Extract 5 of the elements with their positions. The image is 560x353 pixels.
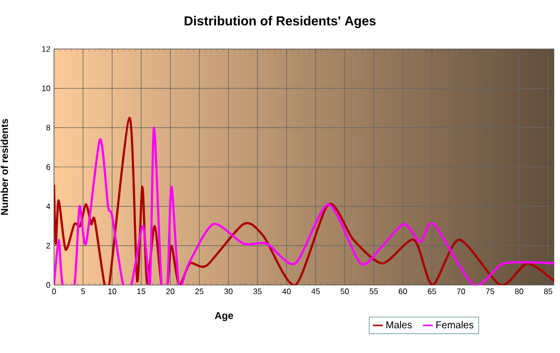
y-axis-title: Number of residents: [0, 118, 8, 215]
legend-label: Females: [436, 321, 474, 328]
chart-title: Distribution of Residents' Ages: [184, 16, 376, 28]
legend-label: Males: [386, 321, 412, 328]
x-axis-title: Age: [214, 312, 234, 322]
